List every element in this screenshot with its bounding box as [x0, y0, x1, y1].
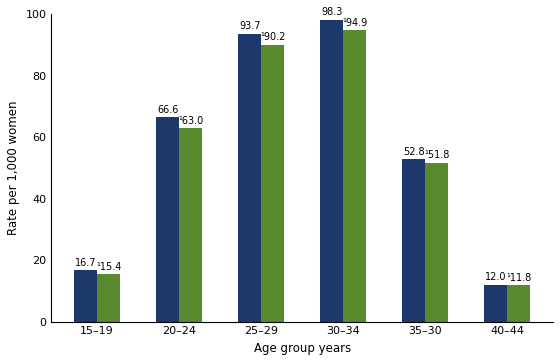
Bar: [97, 274, 120, 322]
Bar: [179, 128, 202, 322]
Bar: [425, 163, 448, 322]
Bar: [74, 270, 97, 322]
Bar: [156, 117, 179, 322]
Text: 12.0: 12.0: [485, 272, 507, 282]
Text: 93.7: 93.7: [239, 21, 260, 31]
Bar: [507, 285, 530, 322]
Text: ¹15.4: ¹15.4: [96, 262, 122, 272]
Bar: [343, 30, 366, 322]
Text: 52.8: 52.8: [403, 147, 424, 157]
Bar: [320, 20, 343, 322]
Text: 98.3: 98.3: [321, 7, 342, 17]
Bar: [484, 285, 507, 322]
Y-axis label: Rate per 1,000 women: Rate per 1,000 women: [7, 101, 20, 235]
Text: ¹51.8: ¹51.8: [424, 150, 450, 160]
Text: 16.7: 16.7: [75, 258, 96, 268]
Text: ¹11.8: ¹11.8: [506, 273, 531, 283]
Text: 66.6: 66.6: [157, 105, 179, 115]
Bar: [402, 159, 425, 322]
X-axis label: Age group years: Age group years: [254, 342, 351, 355]
Bar: [261, 45, 284, 322]
Bar: [238, 34, 261, 322]
Text: ¹94.9: ¹94.9: [342, 18, 367, 28]
Text: ¹90.2: ¹90.2: [260, 32, 286, 42]
Text: ¹63.0: ¹63.0: [178, 115, 203, 126]
